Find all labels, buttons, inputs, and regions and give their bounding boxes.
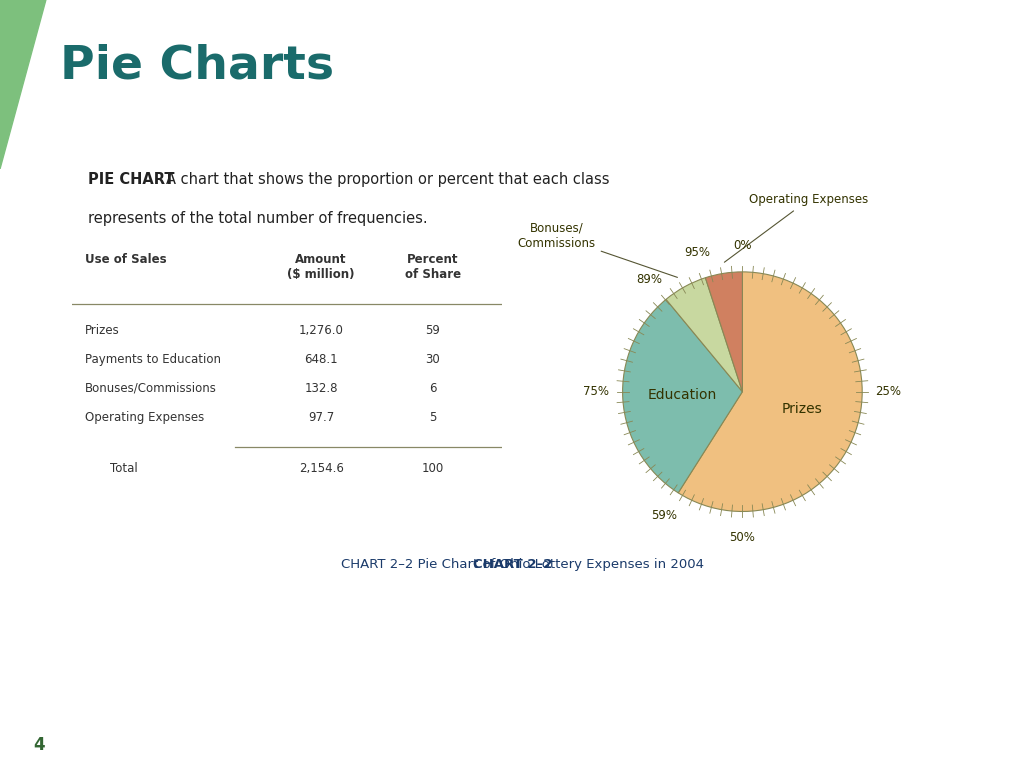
Polygon shape [0, 0, 46, 169]
Wedge shape [623, 300, 742, 493]
Text: Prizes: Prizes [85, 324, 120, 337]
Text: 0%: 0% [733, 239, 752, 252]
Text: Use of Sales: Use of Sales [85, 253, 166, 266]
Text: PIE CHART: PIE CHART [88, 172, 174, 187]
Text: 132.8: 132.8 [304, 382, 338, 395]
Text: CHART 2–2 Pie Chart of Ohio Lottery Expenses in 2004: CHART 2–2 Pie Chart of Ohio Lottery Expe… [341, 558, 703, 571]
Text: 2,154.6: 2,154.6 [299, 462, 344, 475]
Text: 59%: 59% [651, 508, 677, 521]
Text: Percent
of Share: Percent of Share [404, 253, 461, 281]
Text: Operating Expenses: Operating Expenses [85, 411, 204, 424]
Text: 50%: 50% [729, 531, 756, 545]
Text: Pie Charts: Pie Charts [60, 44, 335, 88]
Text: Education: Education [648, 389, 717, 402]
Text: Bonuses/Commissions: Bonuses/Commissions [85, 382, 216, 395]
Text: 25%: 25% [876, 386, 901, 398]
Text: 89%: 89% [636, 273, 663, 286]
Text: 100: 100 [422, 462, 444, 475]
Text: 4: 4 [34, 736, 45, 754]
Text: 648.1: 648.1 [304, 353, 338, 366]
Text: 30: 30 [426, 353, 440, 366]
Text: Total: Total [111, 462, 138, 475]
Text: A chart that shows the proportion or percent that each class: A chart that shows the proportion or per… [166, 172, 609, 187]
Text: 5: 5 [429, 411, 436, 424]
Text: Payments to Education: Payments to Education [85, 353, 220, 366]
Text: 1,276.0: 1,276.0 [299, 324, 344, 337]
Text: Bonuses/
Commissions: Bonuses/ Commissions [518, 222, 678, 277]
Text: 75%: 75% [584, 386, 609, 398]
Text: 95%: 95% [684, 247, 711, 259]
Text: 59: 59 [426, 324, 440, 337]
Text: CHART 2–2: CHART 2–2 [473, 558, 552, 571]
Wedge shape [678, 272, 862, 511]
Wedge shape [706, 272, 742, 392]
Text: Amount
($ million): Amount ($ million) [288, 253, 355, 281]
Text: represents of the total number of frequencies.: represents of the total number of freque… [88, 211, 427, 226]
Text: Prizes: Prizes [782, 402, 822, 416]
Text: Operating Expenses: Operating Expenses [724, 194, 868, 262]
Text: 6: 6 [429, 382, 436, 395]
Text: 97.7: 97.7 [308, 411, 334, 424]
Wedge shape [666, 278, 742, 392]
